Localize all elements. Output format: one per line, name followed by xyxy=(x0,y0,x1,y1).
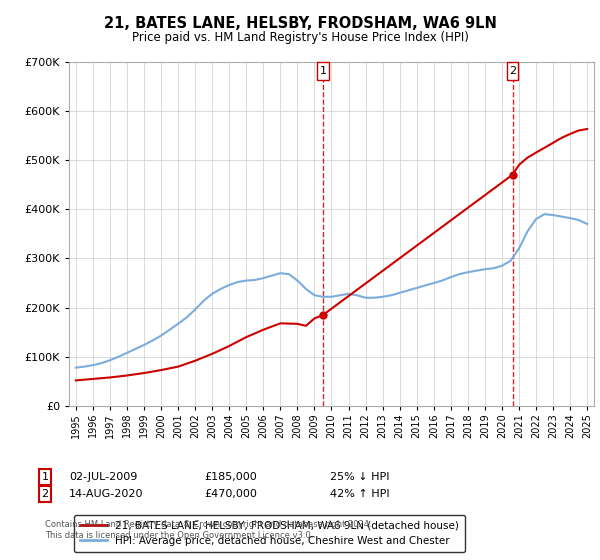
Text: 1: 1 xyxy=(41,472,49,482)
Bar xyxy=(317,62,329,80)
Legend: 21, BATES LANE, HELSBY, FRODSHAM, WA6 9LN (detached house), HPI: Average price, : 21, BATES LANE, HELSBY, FRODSHAM, WA6 9L… xyxy=(74,515,465,552)
Text: 2: 2 xyxy=(509,66,516,76)
Text: 42% ↑ HPI: 42% ↑ HPI xyxy=(330,489,389,499)
Text: 2: 2 xyxy=(41,489,49,499)
Bar xyxy=(506,62,518,80)
Text: Contains HM Land Registry data © Crown copyright and database right 2024.: Contains HM Land Registry data © Crown c… xyxy=(45,520,371,529)
Text: £185,000: £185,000 xyxy=(204,472,257,482)
Text: 02-JUL-2009: 02-JUL-2009 xyxy=(69,472,137,482)
Text: 25% ↓ HPI: 25% ↓ HPI xyxy=(330,472,389,482)
Text: 21, BATES LANE, HELSBY, FRODSHAM, WA6 9LN: 21, BATES LANE, HELSBY, FRODSHAM, WA6 9L… xyxy=(104,16,496,31)
Text: This data is licensed under the Open Government Licence v3.0.: This data is licensed under the Open Gov… xyxy=(45,531,313,540)
Text: £470,000: £470,000 xyxy=(204,489,257,499)
Text: 14-AUG-2020: 14-AUG-2020 xyxy=(69,489,143,499)
Text: 1: 1 xyxy=(319,66,326,76)
Text: Price paid vs. HM Land Registry's House Price Index (HPI): Price paid vs. HM Land Registry's House … xyxy=(131,31,469,44)
